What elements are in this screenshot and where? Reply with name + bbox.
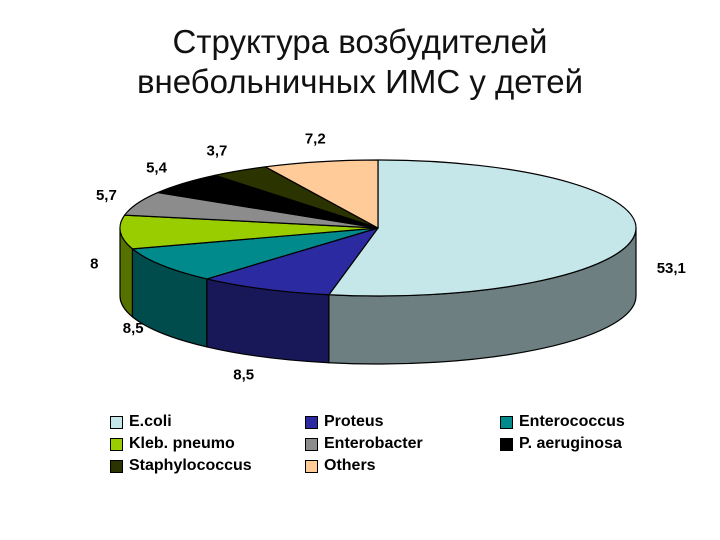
legend-item-6: Staphylococcus: [110, 456, 305, 476]
legend-label-4: Enterobacter: [324, 435, 423, 452]
data-label-0: 53,1: [657, 260, 686, 277]
legend-swatch-4: [305, 437, 318, 451]
pie-slice-0: [328, 159, 637, 297]
data-label-3: 8: [90, 255, 98, 272]
legend-item-0: E.coli: [110, 412, 305, 432]
chart-title: Структура возбудителей внебольничных ИМС…: [0, 22, 720, 102]
data-label-5: 5,4: [146, 160, 168, 177]
legend-label-2: Enterococcus: [519, 413, 625, 430]
pie-slice-1: [206, 227, 379, 296]
legend-label-1: Proteus: [324, 413, 384, 430]
legend-item-5: P. aeruginosa: [500, 434, 670, 454]
legend-swatch-5: [500, 437, 513, 451]
legend-swatch-6: [110, 459, 123, 473]
chart-title-line-2: внебольничных ИМС у детей: [136, 63, 584, 100]
legend-item-3: Kleb. pneumo: [110, 434, 305, 454]
legend-label-6: Staphylococcus: [129, 457, 252, 474]
legend-item-7: Others: [305, 456, 500, 476]
legend-swatch-2: [500, 415, 513, 429]
legend-swatch-3: [110, 437, 123, 451]
data-label-4: 5,7: [96, 187, 117, 204]
data-label-7: 7,2: [305, 130, 326, 147]
legend-swatch-7: [305, 459, 318, 473]
legend-label-7: Others: [324, 457, 376, 474]
legend-swatch-1: [305, 415, 318, 429]
data-label-2: 8,5: [123, 320, 144, 337]
legend-label-3: Kleb. pneumo: [129, 435, 235, 452]
pie-slice-7: [264, 159, 379, 229]
legend-label-5: P. aeruginosa: [519, 435, 622, 452]
legend-swatch-0: [110, 415, 123, 429]
data-label-6: 3,7: [207, 142, 228, 159]
pie-slice-2: [131, 227, 379, 280]
chart-title-line-1: Структура возбудителей: [172, 23, 548, 60]
legend-item-1: Proteus: [305, 412, 500, 432]
pie-slice-3: [119, 214, 379, 250]
legend-item-4: Enterobacter: [305, 434, 500, 454]
data-label-1: 8,5: [233, 366, 254, 383]
legend-label-0: E.coli: [129, 413, 172, 430]
legend-item-2: Enterococcus: [500, 412, 670, 432]
chart-legend: E.coli Proteus Enterococcus Kleb. pneumo Ent…: [110, 412, 670, 476]
